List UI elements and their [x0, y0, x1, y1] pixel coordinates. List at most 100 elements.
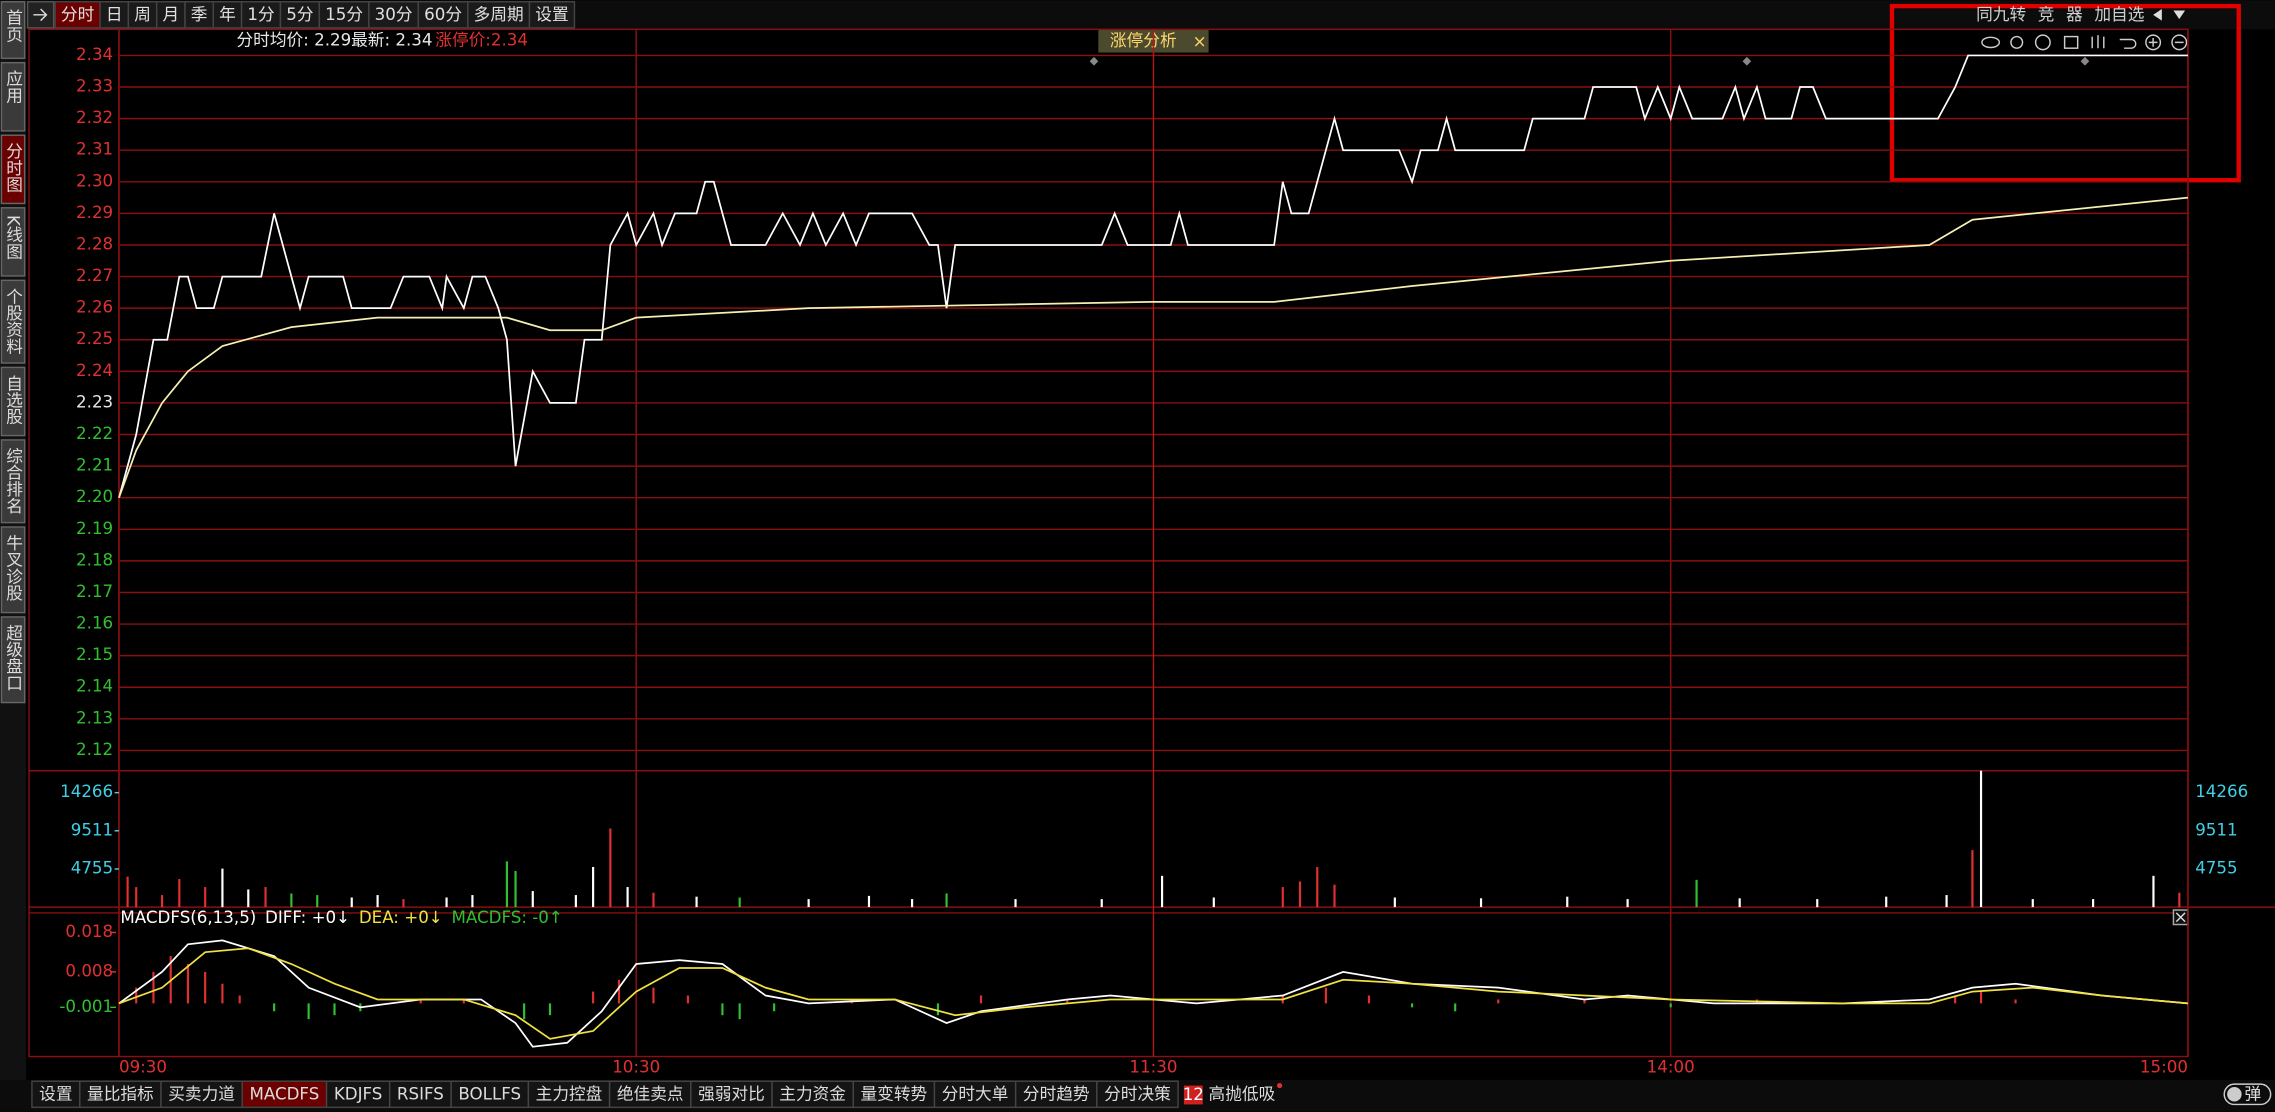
- macd-close[interactable]: [2175, 912, 2186, 923]
- bottom-tab[interactable]: 设置: [39, 1085, 72, 1104]
- tool-icons[interactable]: [1981, 34, 2188, 51]
- sidebar-item[interactable]: 综合排名: [4, 447, 23, 514]
- y-tick-label: 2.25: [76, 329, 113, 348]
- sidebar-item-bg[interactable]: [0, 439, 26, 524]
- bottom-tab[interactable]: 分时决策: [1104, 1085, 1171, 1104]
- toolbar-right[interactable]: 竞: [2038, 5, 2055, 24]
- sidebar-item[interactable]: 牛叉诊股: [4, 534, 23, 602]
- sidebar-item-bg[interactable]: [0, 366, 26, 437]
- bottom-tab[interactable]: 强弱对比: [698, 1085, 765, 1104]
- volume-bar: [1298, 881, 1302, 908]
- sidebar-item-bg[interactable]: [0, 134, 26, 205]
- badge-bg[interactable]: [1183, 1085, 1203, 1105]
- bottom-tab[interactable]: 量比指标: [87, 1085, 154, 1104]
- toolbar-tab[interactable]: 日: [106, 5, 123, 24]
- volume-bar: [867, 895, 871, 908]
- sidebar-item-bg[interactable]: [0, 207, 26, 277]
- y-tick-label: 2.15: [76, 645, 113, 664]
- tag-label[interactable]: 涨停分析: [1110, 31, 1177, 50]
- volume-bar: [402, 899, 405, 908]
- y-tick-label: 2.29: [76, 203, 113, 222]
- tag-close[interactable]: ×: [1193, 32, 1207, 51]
- y-tick-label: 2.28: [76, 234, 113, 253]
- toolbar-tab[interactable]: 月: [162, 5, 179, 24]
- bottom-tab[interactable]: MACDFS: [249, 1085, 319, 1104]
- toggle[interactable]: [2223, 1083, 2272, 1106]
- y-tick-label: 2.34: [76, 45, 113, 64]
- bottom-tab[interactable]: 分时趋势: [1023, 1085, 1090, 1104]
- volume-bar: [178, 879, 181, 908]
- volume-bar: [592, 867, 595, 908]
- indicator-label: DEA: +0↓: [359, 908, 443, 927]
- bottom-tab-bg[interactable]: [388, 1080, 452, 1109]
- bottom-tab[interactable]: 买卖力道: [168, 1085, 235, 1104]
- bottom-tab[interactable]: 量变转势: [860, 1085, 927, 1104]
- toolbar-tab[interactable]: 设置: [535, 5, 568, 24]
- toolbar-tab-bg[interactable]: [155, 1, 186, 29]
- toolbar-tab[interactable]: 30分: [375, 5, 413, 24]
- badge[interactable]: 12: [1183, 1085, 1204, 1104]
- toolbar-tab-bg[interactable]: [99, 1, 130, 29]
- toolbar-tab[interactable]: 分时: [61, 5, 95, 24]
- y-tick-label: 2.13: [76, 708, 113, 727]
- toolbar-tab[interactable]: 5分: [286, 5, 314, 24]
- toolbar-right[interactable]: 器: [2066, 5, 2083, 24]
- bottom-tab-bg[interactable]: [852, 1080, 936, 1109]
- toolbar-tab[interactable]: 周: [134, 5, 151, 24]
- bottom-tab-bg[interactable]: [31, 1080, 81, 1109]
- sidebar-item[interactable]: 分时图: [4, 142, 23, 192]
- sidebar-item[interactable]: 首页: [4, 9, 23, 43]
- toolbar-tab[interactable]: 60分: [424, 5, 462, 24]
- volume-bar: [910, 899, 914, 908]
- toolbar-tab[interactable]: 年: [219, 5, 236, 24]
- info-limit: 涨停价:2.34: [435, 30, 528, 49]
- bottom-tab[interactable]: 主力资金: [779, 1085, 846, 1104]
- bottom-tab-bg[interactable]: [527, 1080, 611, 1109]
- bottom-tab-bg[interactable]: [450, 1080, 530, 1109]
- volume-bar: [126, 876, 129, 908]
- toolbar-right[interactable]: 加自选: [2094, 5, 2144, 24]
- bottom-tab[interactable]: 主力控盘: [536, 1085, 603, 1104]
- y-tick-label: 2.22: [76, 424, 113, 443]
- toggle-knob[interactable]: [2227, 1087, 2242, 1102]
- sidebar-item[interactable]: K线图: [4, 215, 23, 259]
- sidebar-item-bg[interactable]: [0, 616, 26, 704]
- toolbar-right[interactable]: 同九转: [1976, 5, 2026, 24]
- toolbar-tab[interactable]: 季: [191, 5, 208, 24]
- sidebar-item-bg[interactable]: [0, 526, 26, 614]
- bottom-tab[interactable]: 分时大单: [942, 1085, 1009, 1104]
- bottom-tab-bg[interactable]: [1096, 1080, 1179, 1109]
- y-tick-label: 2.17: [76, 582, 113, 601]
- y-tick-label: 2.30: [76, 171, 113, 190]
- sidebar-item-bg[interactable]: [0, 61, 26, 132]
- toolbar-tab-bg[interactable]: [528, 1, 576, 29]
- bottom-tab-bg[interactable]: [160, 1080, 243, 1109]
- sidebar-item[interactable]: 超级盘口: [4, 624, 23, 691]
- bottom-tab[interactable]: BOLLFS: [458, 1085, 521, 1104]
- bottom-tab[interactable]: 绝佳卖点: [617, 1085, 684, 1104]
- bottom-tab-bg[interactable]: [241, 1080, 328, 1109]
- toolbar-tab[interactable]: 15分: [325, 5, 363, 24]
- toolbar-tab-bg[interactable]: [279, 1, 321, 29]
- bottom-tab[interactable]: RSIFS: [397, 1085, 444, 1104]
- volume-bar: [2092, 899, 2095, 908]
- bottom-tab[interactable]: KDJFS: [334, 1085, 383, 1104]
- toolbar-tab-bg[interactable]: [54, 1, 101, 29]
- toolbar-tab-bg[interactable]: [318, 1, 370, 29]
- y-tick-label: 2.31: [76, 140, 113, 159]
- sidebar-item[interactable]: 应用: [4, 70, 23, 105]
- y-tick-label: 2.23: [76, 392, 113, 411]
- bottom-tab[interactable]: 高抛低吸: [1209, 1085, 1276, 1104]
- toggle-label[interactable]: 弹: [2245, 1085, 2262, 1104]
- toolbar-tab-bg[interactable]: [184, 1, 215, 29]
- sidebar-item[interactable]: 个股资料: [4, 287, 23, 354]
- sidebar-item-bg[interactable]: [0, 1, 26, 60]
- toolbar-tab[interactable]: 1分: [247, 5, 275, 24]
- sidebar-item-bg[interactable]: [0, 279, 26, 364]
- toolbar-arrows[interactable]: [2153, 9, 2186, 21]
- indicator-title: MACDFS(6,13,5): [120, 908, 256, 927]
- toolbar-tab[interactable]: 多周期: [474, 5, 524, 24]
- sidebar-item[interactable]: 自选股: [4, 374, 23, 425]
- toolbar-tab-bg[interactable]: [127, 1, 158, 29]
- y-tick-label: 2.33: [76, 77, 113, 96]
